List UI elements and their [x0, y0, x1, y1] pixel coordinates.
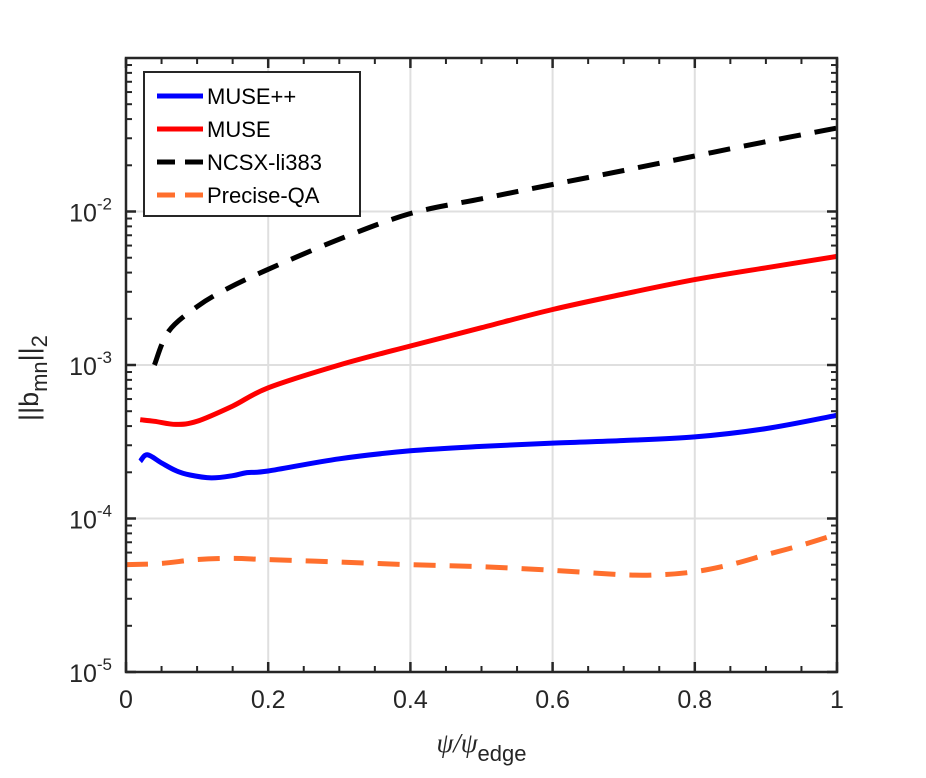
x-axis-label-sub: edge [478, 741, 527, 766]
series-line-muse- [138, 412, 838, 481]
legend-label: MUSE++ [207, 84, 296, 109]
tick-labels: 0 0.2 0.4 0.6 0.8 110-510-410-310-2 [69, 195, 844, 715]
series-line-precise-qa [125, 531, 838, 578]
y-tick-label-base: 10 [69, 660, 97, 688]
y-tick-label: 10-3 [69, 348, 112, 381]
x-tick-label: 0.8 [677, 686, 712, 714]
y-axis-label-sub-mn: mn [27, 361, 52, 392]
y-tick-label-exponent: -4 [97, 502, 112, 521]
legend-label: NCSX-li383 [207, 150, 322, 175]
series-group [125, 125, 838, 578]
y-tick-label-exponent: -5 [97, 655, 112, 674]
y-tick-label-base: 10 [69, 200, 97, 228]
x-tick-label: 1 [830, 686, 844, 714]
y-tick-label-base: 10 [69, 353, 97, 381]
legend-label: MUSE [207, 117, 271, 142]
axes-box [124, 56, 839, 674]
y-tick-label-exponent: -3 [97, 348, 112, 367]
x-axis-label: ψ/ψedge [437, 728, 527, 766]
y-tick-label: 10-2 [69, 195, 112, 228]
y-tick-label-exponent: -2 [97, 195, 112, 214]
y-tick-label-base: 10 [69, 507, 97, 535]
x-tick-label: 0.2 [251, 686, 286, 714]
x-axis-label-main: ψ/ψ [437, 728, 479, 758]
y-tick-label: 10-5 [69, 655, 112, 688]
x-tick-label: 0.6 [535, 686, 570, 714]
legend: MUSE++ MUSE NCSX-li383 Precise-QA [143, 71, 361, 217]
y-axis-label-sub-2: 2 [27, 335, 52, 347]
y-axis-label: ||bmn||2 [14, 335, 52, 421]
x-tick-label: 0 [119, 686, 133, 714]
y-tick-label: 10-4 [69, 502, 112, 535]
y-axis-label-norm: || [14, 347, 44, 361]
series-line-muse [139, 253, 838, 427]
legend-label: Precise-QA [207, 183, 320, 208]
y-axis-label-main: ||b [14, 392, 44, 421]
series-line-ncsx-li383 [152, 125, 838, 366]
x-tick-label: 0.4 [393, 686, 428, 714]
